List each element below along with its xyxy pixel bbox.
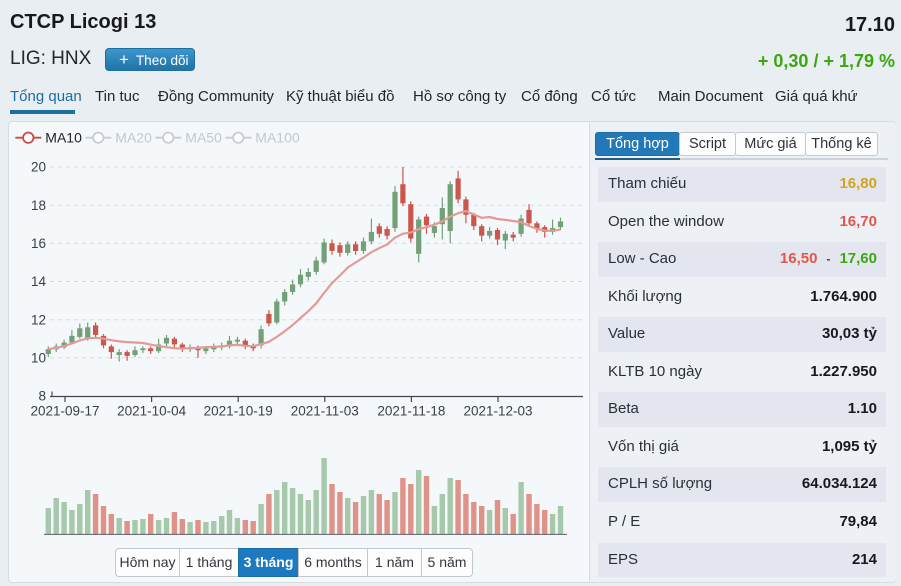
svg-text:MA50: MA50 [185,130,222,146]
svg-text:2021-09-17: 2021-09-17 [30,404,99,419]
svg-text:MA100: MA100 [255,130,300,146]
svg-text:8: 8 [38,389,46,404]
svg-text:2021-10-04: 2021-10-04 [117,404,187,419]
svg-text:20: 20 [31,160,46,175]
svg-text:MA10: MA10 [45,130,82,146]
svg-text:2021-10-19: 2021-10-19 [204,404,273,419]
svg-text:MA20: MA20 [115,130,152,146]
svg-text:14: 14 [31,274,47,289]
svg-text:12: 12 [31,312,46,327]
svg-text:2021-11-03: 2021-11-03 [291,404,359,419]
svg-text:10: 10 [31,351,46,366]
svg-text:18: 18 [31,198,46,213]
svg-text:16: 16 [31,236,46,251]
svg-text:2021-12-03: 2021-12-03 [463,404,532,419]
svg-text:2021-11-18: 2021-11-18 [377,404,445,419]
